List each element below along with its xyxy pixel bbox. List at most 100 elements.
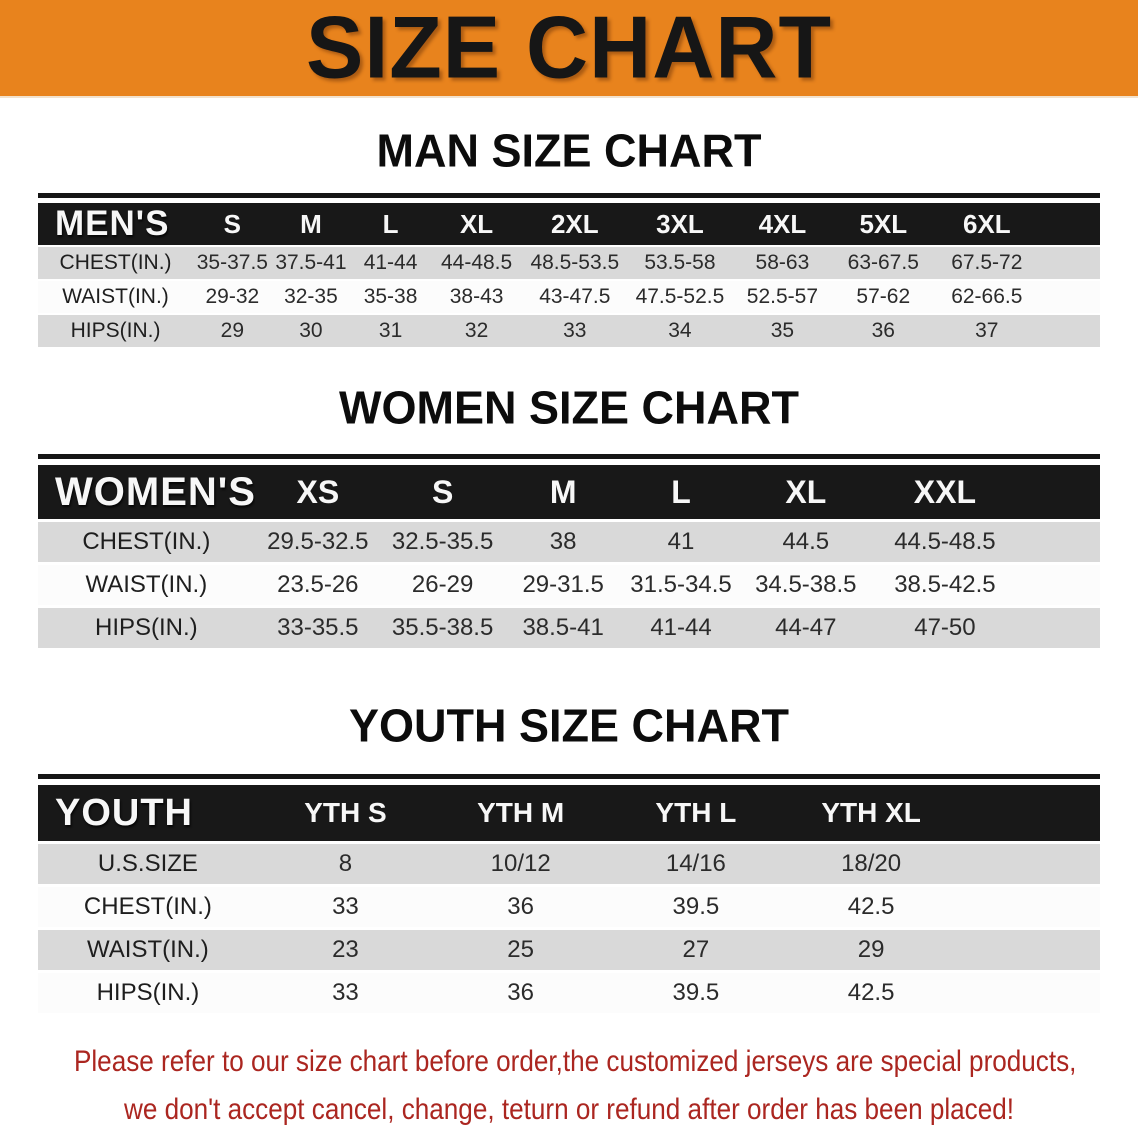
section-men: MAN SIZE CHART MEN'S S M L XL 2XL 3XL 4XL 5XL 6XL… [0, 127, 1138, 349]
size-column-header: M [504, 465, 623, 519]
row-label: CHEST(IN.) [38, 247, 194, 279]
row-label: HIPS(IN.) [38, 608, 255, 648]
measurement-value: 25 [433, 930, 609, 970]
measurement-value: 44-48.5 [430, 247, 523, 279]
measurement-value: 29 [783, 930, 959, 970]
row-spacer [958, 973, 1100, 1013]
size-column-header: YTH XL [783, 785, 959, 841]
header-spacer [1018, 465, 1100, 519]
size-column-header: YTH S [257, 785, 434, 841]
measurement-value: 42.5 [783, 887, 959, 927]
size-column-header: L [622, 465, 740, 519]
measurement-row: HIPS(IN.) 33-35.5 35.5-38.5 38.5-41 41-44 44-… [38, 608, 1100, 648]
size-column-header: YTH L [608, 785, 784, 841]
measurement-row: CHEST(IN.) 35-37.5 37.5-41 41-44 44-48.5 48.5… [38, 247, 1100, 279]
measurement-value: 10/12 [433, 844, 609, 884]
size-column-header: 5XL [832, 203, 935, 245]
size-column-header: 3XL [627, 203, 733, 245]
measurement-value: 67.5-72 [934, 247, 1040, 279]
page-title: SIZE CHART [306, 0, 832, 97]
measurement-value: 47-50 [871, 608, 1019, 648]
size-column-header: XS [254, 465, 382, 519]
measurement-value: 35-38 [350, 281, 431, 313]
measurement-value: 41 [622, 522, 740, 562]
row-label: WAIST(IN.) [38, 565, 255, 605]
measurement-value: 35.5-38.5 [381, 608, 505, 648]
measurement-value: 33 [257, 973, 434, 1013]
measurement-value: 23 [257, 930, 434, 970]
row-spacer [1039, 281, 1100, 313]
size-column-header: L [350, 203, 431, 245]
row-label: HIPS(IN.) [38, 315, 194, 347]
measurement-value: 34 [627, 315, 733, 347]
table-corner-label: WOMEN'S [38, 465, 255, 519]
row-label: CHEST(IN.) [38, 887, 258, 927]
measurement-value: 39.5 [608, 973, 784, 1013]
women-header-row: WOMEN'S XS S M L XL XXL [38, 465, 1100, 519]
measurement-value: 35-37.5 [193, 247, 272, 279]
measurement-value: 38.5-42.5 [871, 565, 1019, 605]
size-column-header: M [271, 203, 351, 245]
size-column-header: S [193, 203, 272, 245]
measurement-value: 53.5-58 [627, 247, 733, 279]
measurement-value: 62-66.5 [934, 281, 1040, 313]
measurement-value: 47.5-52.5 [627, 281, 733, 313]
measurement-value: 31 [350, 315, 431, 347]
measurement-value: 27 [608, 930, 784, 970]
men-table-top-border [38, 193, 1100, 198]
measurement-value: 43-47.5 [522, 281, 628, 313]
measurement-value: 29.5-32.5 [254, 522, 382, 562]
notice-line-1: Please refer to our size chart before or… [73, 1045, 1077, 1078]
size-column-header: 4XL [732, 203, 833, 245]
measurement-row: WAIST(IN.) 23.5-26 26-29 29-31.5 31.5-34.5 34… [38, 565, 1100, 605]
row-label: CHEST(IN.) [38, 522, 255, 562]
measurement-value: 29 [193, 315, 272, 347]
measurement-value: 38 [504, 522, 623, 562]
measurement-value: 29-31.5 [504, 565, 623, 605]
measurement-value: 32 [430, 315, 523, 347]
size-column-header: S [381, 465, 505, 519]
size-column-header: XL [739, 465, 872, 519]
measurement-value: 38-43 [430, 281, 523, 313]
size-column-header: 6XL [934, 203, 1040, 245]
row-label: WAIST(IN.) [38, 930, 258, 970]
measurement-value: 48.5-53.5 [522, 247, 628, 279]
measurement-row: HIPS(IN.) 29 30 31 32 33 34 35 36 37 [38, 315, 1100, 347]
youth-header-row: YOUTH YTH S YTH M YTH L YTH XL [38, 785, 1100, 841]
measurement-value: 32.5-35.5 [381, 522, 505, 562]
row-spacer [1018, 565, 1100, 605]
row-spacer [958, 844, 1100, 884]
measurement-value: 44-47 [739, 608, 872, 648]
measurement-row: WAIST(IN.) 29-32 32-35 35-38 38-43 43-47.5 47.… [38, 281, 1100, 313]
measurement-value: 57-62 [832, 281, 935, 313]
table-corner-label: MEN'S [38, 203, 194, 245]
measurement-value: 29-32 [193, 281, 272, 313]
measurement-row: U.S.SIZE 8 10/12 14/16 18/20 [38, 844, 1100, 884]
measurement-value: 39.5 [608, 887, 784, 927]
women-section-heading: WOMEN SIZE CHART [339, 380, 799, 435]
row-spacer [958, 930, 1100, 970]
measurement-value: 8 [257, 844, 434, 884]
youth-table-top-border [38, 774, 1100, 779]
measurement-value: 42.5 [783, 973, 959, 1013]
measurement-value: 38.5-41 [504, 608, 623, 648]
measurement-value: 14/16 [608, 844, 784, 884]
row-label: HIPS(IN.) [38, 973, 258, 1013]
measurement-value: 44.5-48.5 [871, 522, 1019, 562]
row-spacer [1039, 247, 1100, 279]
measurement-value: 44.5 [739, 522, 872, 562]
measurement-value: 33-35.5 [254, 608, 382, 648]
banner: SIZE CHART [0, 0, 1138, 98]
measurement-row: CHEST(IN.) 33 36 39.5 42.5 [38, 887, 1100, 927]
size-column-header: 2XL [522, 203, 628, 245]
notice-line-2: we don't accept cancel, change, teturn o… [123, 1093, 1015, 1126]
size-column-header: XL [430, 203, 523, 245]
row-label: U.S.SIZE [38, 844, 258, 884]
measurement-value: 41-44 [622, 608, 740, 648]
table-corner-label: YOUTH [38, 785, 258, 841]
measurement-value: 37 [934, 315, 1040, 347]
youth-section-heading: YOUTH SIZE CHART [348, 698, 789, 753]
header-spacer [1039, 203, 1100, 245]
size-column-header: XXL [871, 465, 1019, 519]
measurement-value: 35 [732, 315, 833, 347]
